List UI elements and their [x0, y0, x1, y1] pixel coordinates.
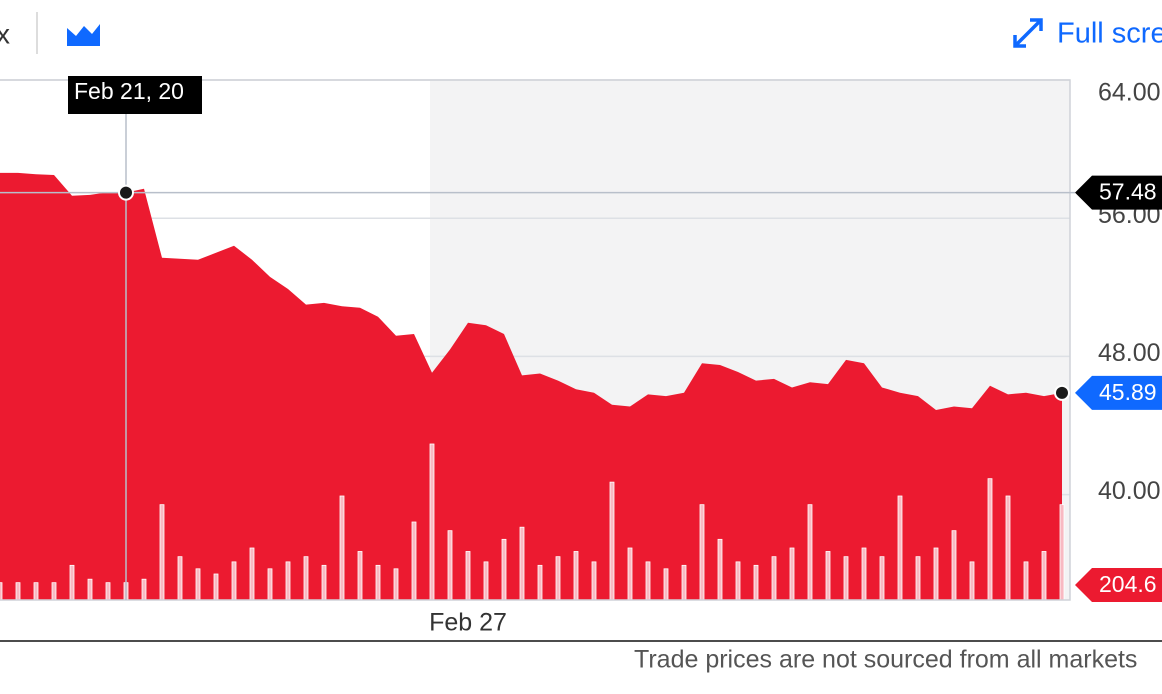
volume-bar	[0, 582, 3, 601]
volume-bar	[285, 561, 291, 601]
last-price-label: 45.89	[1099, 379, 1157, 405]
volume-bar	[375, 564, 381, 601]
price-area	[0, 172, 1062, 600]
volume-bar	[627, 547, 633, 601]
volume-bar	[609, 481, 615, 601]
last-price-dot	[1054, 384, 1070, 401]
crosshair-date-box	[68, 76, 202, 114]
plot-border	[0, 79, 1071, 601]
volume-bar	[591, 561, 597, 601]
volume-bar	[411, 521, 417, 601]
volume-bar	[735, 561, 741, 601]
volume-bar	[861, 547, 867, 601]
volume-bar	[105, 582, 111, 601]
volume-bar	[69, 564, 75, 601]
volume-bar	[249, 547, 255, 601]
crosshair-dot	[118, 184, 134, 201]
volume-bar	[231, 561, 237, 601]
volume-bar	[825, 551, 831, 601]
volume-bar	[753, 564, 759, 601]
chart-type-icon[interactable]	[67, 24, 100, 46]
volume-bar	[555, 556, 561, 601]
y-tick-label: 64.00	[1098, 79, 1161, 107]
volume-bar	[15, 582, 21, 601]
full-screen-icon[interactable]	[1013, 18, 1043, 48]
y-tick-label: 40.00	[1098, 477, 1161, 505]
volume-bar	[933, 547, 939, 601]
volume-bar	[897, 495, 903, 601]
volume-bar	[339, 495, 345, 601]
volume-bar	[987, 478, 993, 601]
volume-bar	[357, 551, 363, 601]
volume-bar	[393, 568, 399, 601]
footer-note: Trade prices are not sourced from all ma…	[634, 646, 1137, 674]
volume-bar	[789, 547, 795, 601]
volume-bar	[141, 578, 147, 601]
crosshair-price-label-box	[1075, 175, 1162, 210]
volume-bar	[807, 504, 813, 601]
volume-bar	[645, 561, 651, 601]
volume-bar	[447, 530, 453, 601]
volume-bar	[717, 538, 723, 601]
volume-bar	[51, 582, 57, 601]
full-screen-button[interactable]: Full screen	[1057, 18, 1162, 50]
volume-bar	[267, 568, 273, 601]
volume-bar	[501, 538, 507, 601]
volume-bar	[429, 443, 435, 601]
range-button[interactable]: x	[0, 18, 10, 49]
x-tick-label: Feb 27	[429, 609, 507, 637]
volume-label-box	[1075, 568, 1162, 602]
volume-bar	[177, 556, 183, 601]
volume-bar	[1023, 561, 1029, 601]
volume-bar	[573, 551, 579, 601]
volume-label: 204.6	[1099, 571, 1157, 597]
volume-bar	[159, 504, 165, 601]
crosshair-price-label: 57.48	[1099, 179, 1157, 205]
crosshair-date: Feb 21, 20	[74, 78, 184, 104]
volume-bar	[33, 582, 39, 601]
volume-bar	[843, 556, 849, 601]
volume-bar	[969, 561, 975, 601]
volume-bar	[915, 556, 921, 601]
volume-bar	[951, 530, 957, 601]
y-tick-label: 48.00	[1098, 339, 1161, 367]
volume-bar	[213, 573, 219, 601]
volume-bar	[879, 556, 885, 601]
volume-bar	[699, 504, 705, 601]
volume-bar	[483, 561, 489, 601]
volume-bar	[519, 526, 525, 601]
volume-bar	[681, 564, 687, 601]
volume-bar	[1041, 551, 1047, 601]
volume-bar	[1005, 495, 1011, 601]
volume-bar	[195, 568, 201, 601]
volume-bar	[1059, 504, 1065, 601]
volume-bar	[303, 556, 309, 601]
volume-bar	[537, 564, 543, 601]
last-price-label-box	[1075, 375, 1162, 410]
volume-bar	[771, 556, 777, 601]
volume-bar	[465, 551, 471, 601]
volume-bar	[87, 578, 93, 601]
volume-bar	[321, 564, 327, 601]
volume-bar	[663, 568, 669, 601]
